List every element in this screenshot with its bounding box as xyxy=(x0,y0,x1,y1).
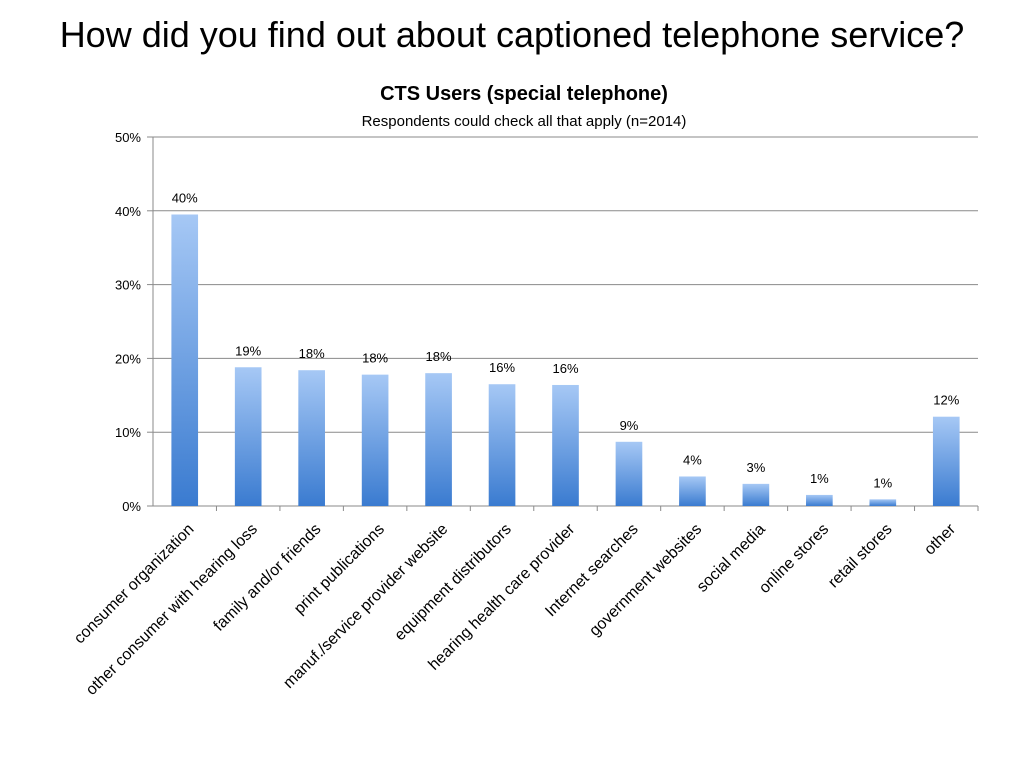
x-tick-label: other xyxy=(921,520,959,558)
bar xyxy=(234,367,262,506)
bar xyxy=(742,483,770,506)
x-tick-label: retail stores xyxy=(825,521,896,592)
chart-title: CTS Users (special telephone) xyxy=(380,83,668,105)
data-label: 4% xyxy=(683,452,702,467)
data-label: 12% xyxy=(933,393,959,408)
y-tick-label: 0% xyxy=(122,499,141,514)
data-label: 19% xyxy=(235,343,261,358)
data-label: 1% xyxy=(810,471,829,486)
data-label: 9% xyxy=(620,418,639,433)
bar xyxy=(615,441,643,506)
slide-title: How did you find out about captioned tel… xyxy=(59,14,965,55)
y-tick-label: 40% xyxy=(115,204,141,219)
bar xyxy=(425,373,452,506)
bar xyxy=(932,416,960,506)
y-tick-label: 50% xyxy=(115,130,141,145)
bars xyxy=(171,214,960,507)
y-tick-label: 20% xyxy=(115,351,141,366)
data-label: 18% xyxy=(299,346,325,361)
data-label: 16% xyxy=(552,361,578,376)
x-tick-label: equipment distributors xyxy=(392,521,515,644)
bar xyxy=(869,499,897,506)
data-label: 18% xyxy=(426,349,452,364)
bar xyxy=(171,214,199,507)
bar xyxy=(298,370,325,506)
bar xyxy=(488,384,516,506)
data-label: 16% xyxy=(489,360,515,375)
bar xyxy=(361,374,389,506)
data-label: 40% xyxy=(172,190,198,205)
x-tick-label: family and/or friends xyxy=(211,521,325,635)
bar xyxy=(552,384,579,506)
x-tick-label: government websites xyxy=(586,521,705,640)
data-labels: 40% 19% 18% 18% 18% 16% 16% 9% 4% 3% 1% 1% 12% xyxy=(172,190,960,490)
data-label: 18% xyxy=(362,351,388,366)
chart-subtitle: Respondents could check all that apply (… xyxy=(362,113,687,130)
y-tick-label: 10% xyxy=(115,425,141,440)
data-label: 1% xyxy=(873,475,892,490)
y-axis-tick-labels: 0% 10% 20% 30% 40% 50% xyxy=(115,130,141,514)
y-tick-label: 30% xyxy=(115,278,141,293)
bar xyxy=(679,476,706,506)
bar xyxy=(806,494,833,506)
data-label: 3% xyxy=(746,460,765,475)
x-tick-label: consumer organization xyxy=(71,521,197,647)
